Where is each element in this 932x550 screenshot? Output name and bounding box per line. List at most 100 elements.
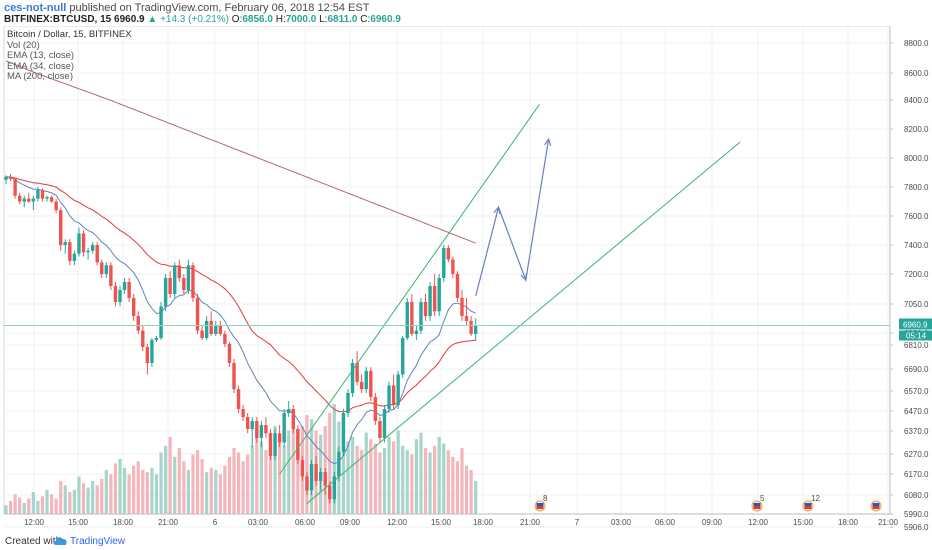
volume-bar bbox=[464, 465, 469, 514]
volume-bar bbox=[59, 481, 63, 514]
volume-bar bbox=[72, 489, 76, 514]
candle-body bbox=[305, 476, 309, 491]
volume-bar bbox=[273, 426, 277, 514]
time-axis: 12:00 15:00 18:00 21:00 6 03:00 06:00 09:00 12:0… bbox=[4, 513, 899, 527]
volume-bar bbox=[278, 437, 282, 514]
volume-bar bbox=[469, 470, 473, 514]
projection-path bbox=[475, 139, 550, 297]
volume-bar bbox=[355, 445, 359, 514]
volume-bar bbox=[91, 481, 95, 514]
volume-bar bbox=[246, 454, 250, 514]
volume-bar bbox=[250, 445, 254, 514]
price-tick-label: 7400.0 bbox=[904, 241, 929, 250]
price-tick-label: 5990.0 bbox=[904, 510, 929, 519]
legend-ema13[interactable]: EMA (13, close) bbox=[7, 50, 75, 61]
candle-body bbox=[328, 485, 332, 500]
volume-bar bbox=[423, 448, 428, 514]
candle-body bbox=[451, 259, 455, 274]
legend-title[interactable]: Bitcoin / Dollar, 15, BITFINEX bbox=[7, 29, 132, 40]
volume-bar bbox=[200, 459, 204, 514]
event-flag-icon[interactable]: 5 bbox=[751, 494, 765, 512]
volume-bar bbox=[264, 450, 268, 514]
candle-body bbox=[95, 245, 99, 263]
candle-body bbox=[68, 242, 72, 261]
candle-body bbox=[296, 429, 300, 460]
candle-body bbox=[414, 330, 419, 334]
legend-ma200[interactable]: MA (200, close) bbox=[7, 71, 73, 82]
candle-body bbox=[359, 381, 364, 390]
candle-body bbox=[387, 385, 391, 409]
volume-bar bbox=[40, 496, 45, 514]
candle-body bbox=[4, 176, 8, 180]
publish-line: ces-not-null published on TradingView.co… bbox=[4, 2, 369, 14]
candle-body bbox=[432, 286, 437, 312]
volume-bar bbox=[31, 492, 35, 514]
ema13-line bbox=[5, 176, 476, 465]
symbol-label: BITFINEX:BTCUSD, 15 bbox=[4, 14, 112, 25]
volume-bar bbox=[259, 441, 263, 514]
flag-stripe bbox=[753, 503, 761, 506]
event-flag-icon[interactable]: 12 bbox=[802, 494, 820, 512]
volume-bar bbox=[223, 465, 227, 514]
legend-volume[interactable]: Vol (20) bbox=[7, 39, 40, 51]
time-tick-label: 03:00 bbox=[611, 518, 632, 527]
volume-bar bbox=[414, 439, 418, 514]
candle-body bbox=[268, 433, 273, 456]
candle-body bbox=[54, 201, 58, 211]
event-count: 8 bbox=[543, 494, 548, 503]
candle-body bbox=[428, 286, 432, 317]
volume-bar bbox=[195, 450, 200, 514]
countdown-tag bbox=[899, 330, 932, 341]
volume-bar bbox=[27, 498, 31, 514]
volume-bar bbox=[460, 448, 464, 514]
volume-bar bbox=[236, 452, 241, 514]
published-text: published on TradingView.com, February 0… bbox=[69, 2, 370, 14]
candle-body bbox=[163, 278, 168, 307]
channel-upper-line bbox=[279, 104, 540, 475]
candle-body bbox=[186, 265, 191, 290]
volume-bar bbox=[305, 415, 309, 514]
candle-body bbox=[318, 472, 323, 481]
tradingview-brand-link[interactable]: TradingView bbox=[70, 536, 126, 547]
volume-bar bbox=[382, 448, 387, 514]
price-change: ▲ +14.3 (+0.21%) bbox=[147, 14, 230, 25]
candle-body bbox=[341, 413, 346, 452]
volume-bar bbox=[227, 456, 232, 514]
volume-bar bbox=[419, 432, 423, 514]
volume-bar bbox=[401, 445, 405, 514]
volume-bar bbox=[387, 437, 391, 514]
volume-bar bbox=[186, 470, 190, 514]
candle-body bbox=[141, 330, 145, 347]
event-flag-icon[interactable] bbox=[870, 500, 882, 512]
candle-body bbox=[405, 302, 409, 338]
price-chart[interactable]: 8800.0 8600.0 8400.0 8200.0 8000.0 7800.0 7600… bbox=[0, 26, 932, 533]
candle-body bbox=[77, 233, 81, 254]
candle-body bbox=[401, 338, 405, 375]
high-value: 7000.0 bbox=[285, 14, 317, 25]
flag-stripe bbox=[536, 506, 544, 509]
event-flag-icon[interactable]: 8 bbox=[534, 494, 548, 512]
legend-ema34[interactable]: EMA (34, close) bbox=[7, 60, 75, 72]
time-tick-label: 18:00 bbox=[113, 518, 134, 527]
volume-bar bbox=[141, 470, 145, 514]
candle-body bbox=[49, 197, 54, 202]
volume-bar bbox=[205, 472, 209, 514]
candle-body bbox=[27, 198, 31, 202]
candle-body bbox=[469, 320, 473, 334]
time-tick-label: 15:00 bbox=[68, 518, 89, 527]
candle-body bbox=[22, 198, 26, 202]
volume-bar bbox=[50, 494, 54, 514]
candle-body bbox=[100, 262, 104, 274]
last-price: 6960.9 bbox=[114, 14, 145, 25]
author-link[interactable]: ces-not-null bbox=[4, 2, 67, 14]
volume-bar bbox=[13, 494, 17, 514]
time-tick-label: 09:00 bbox=[702, 518, 723, 527]
price-tick-label: 6080.0 bbox=[904, 491, 929, 500]
candle-body bbox=[236, 389, 241, 409]
tradingview-cloud-icon[interactable] bbox=[53, 534, 68, 550]
flag-stripe bbox=[872, 503, 880, 506]
candle-body bbox=[177, 265, 181, 278]
candle-body bbox=[369, 370, 373, 397]
channel-lower-line bbox=[306, 141, 741, 504]
price-tick-label: 6370.0 bbox=[904, 427, 929, 436]
